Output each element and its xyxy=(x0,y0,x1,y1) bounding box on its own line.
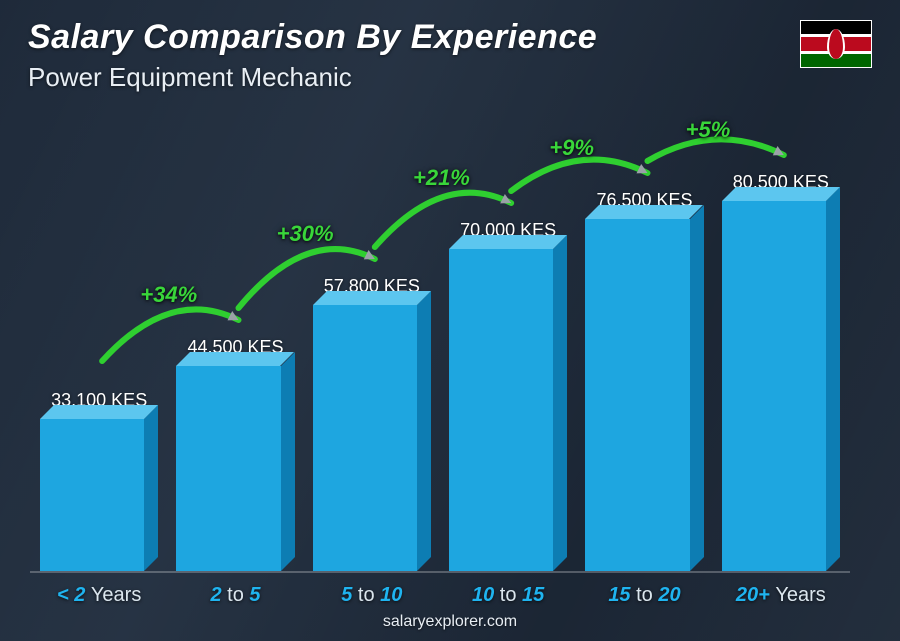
bar-top xyxy=(722,187,840,201)
bar-top xyxy=(313,291,431,305)
bar-front xyxy=(722,201,826,571)
bar-column: 44,500 KES2 to 5 xyxy=(176,111,294,571)
category-label: 15 to 20 xyxy=(608,584,680,607)
bar-side xyxy=(144,405,158,571)
bar xyxy=(449,249,567,571)
bar-column: 76,500 KES15 to 20 xyxy=(585,111,703,571)
category-label: < 2 Years xyxy=(57,584,141,607)
bar-front xyxy=(40,419,144,571)
flag-shield-icon xyxy=(827,29,845,59)
footer-attribution: salaryexplorer.com xyxy=(0,613,900,631)
percent-increase-label: +30% xyxy=(277,221,334,247)
bar-front xyxy=(313,305,417,571)
bar-top xyxy=(176,352,294,366)
bar-front xyxy=(176,366,280,571)
bar-column: 80,500 KES20+ Years xyxy=(722,111,840,571)
category-label: 5 to 10 xyxy=(341,584,402,607)
percent-increase-label: +5% xyxy=(686,117,731,143)
chart-title: Salary Comparison By Experience xyxy=(28,18,597,57)
bar xyxy=(176,366,294,571)
bar xyxy=(313,305,431,571)
kenya-flag-icon xyxy=(800,20,872,68)
category-label: 20+ Years xyxy=(736,584,826,607)
bar-side xyxy=(826,187,840,571)
percent-increase-label: +21% xyxy=(413,165,470,191)
bar-front xyxy=(449,249,553,571)
bar-top xyxy=(40,405,158,419)
bar-top xyxy=(585,205,703,219)
bar xyxy=(585,219,703,571)
bar-column: 33,100 KES< 2 Years xyxy=(40,111,158,571)
bar-side xyxy=(553,235,567,571)
bar-side xyxy=(690,205,704,571)
bar-top xyxy=(449,235,567,249)
bar-side xyxy=(281,352,295,571)
chart-stage: Salary Comparison By Experience Power Eq… xyxy=(0,0,900,641)
bar-side xyxy=(417,291,431,571)
chart-baseline xyxy=(30,571,850,573)
category-label: 2 to 5 xyxy=(210,584,260,607)
bar xyxy=(722,201,840,571)
bar xyxy=(40,419,158,571)
category-label: 10 to 15 xyxy=(472,584,544,607)
percent-increase-label: +9% xyxy=(549,135,594,161)
bar-front xyxy=(585,219,689,571)
percent-increase-label: +34% xyxy=(140,282,197,308)
chart-subtitle: Power Equipment Mechanic xyxy=(28,62,352,93)
